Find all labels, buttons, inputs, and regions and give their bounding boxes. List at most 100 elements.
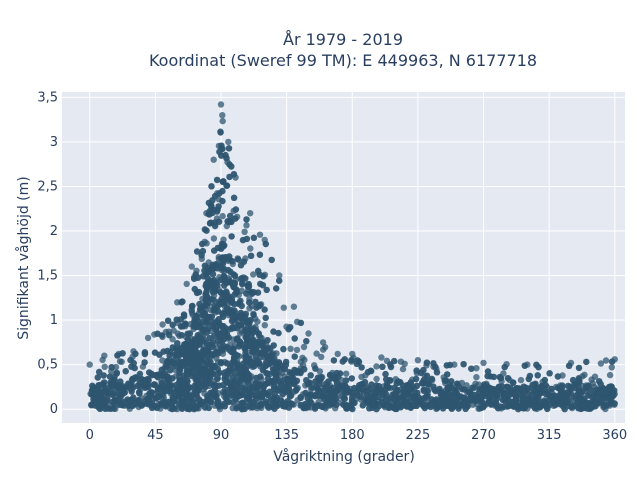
data-point	[286, 381, 293, 388]
data-point	[286, 369, 293, 376]
data-point	[202, 282, 209, 290]
data-point	[473, 397, 480, 404]
data-point	[280, 345, 287, 353]
data-point	[325, 378, 332, 385]
data-point	[521, 395, 528, 402]
data-point	[184, 384, 191, 391]
data-point	[235, 343, 243, 350]
data-point-max	[86, 361, 93, 368]
data-point	[373, 363, 380, 370]
data-point	[513, 386, 520, 394]
data-point	[306, 398, 314, 405]
data-point	[225, 398, 232, 406]
data-point	[203, 292, 210, 299]
data-point	[273, 372, 280, 379]
data-point	[227, 212, 234, 220]
data-point	[237, 330, 244, 337]
data-point	[468, 365, 475, 372]
data-point	[211, 388, 218, 395]
data-point	[460, 361, 467, 368]
data-point	[424, 388, 431, 395]
data-point	[582, 385, 590, 392]
data-point	[203, 329, 210, 336]
data-point	[135, 397, 142, 405]
data-point	[215, 397, 222, 405]
data-point	[250, 271, 257, 278]
data-point	[213, 324, 220, 331]
data-point	[119, 390, 127, 397]
data-point	[247, 245, 254, 252]
data-point	[148, 399, 155, 406]
data-point	[291, 335, 298, 342]
y-tick-label: 2	[50, 224, 58, 239]
data-point	[341, 395, 348, 402]
data-point	[169, 321, 176, 328]
data-point	[280, 400, 287, 408]
data-point	[391, 357, 398, 365]
data-point	[266, 388, 273, 395]
data-point	[158, 372, 165, 379]
data-point	[423, 359, 431, 366]
data-point	[560, 403, 567, 410]
data-point	[216, 148, 223, 156]
data-point	[392, 390, 399, 397]
data-point	[517, 376, 525, 384]
data-point	[434, 404, 441, 412]
data-point	[382, 370, 389, 378]
data-point-max	[217, 101, 225, 108]
data-point	[134, 382, 141, 389]
data-point	[159, 357, 166, 364]
data-point	[272, 360, 279, 367]
data-point	[321, 344, 329, 351]
data-point	[307, 372, 314, 379]
data-point	[175, 400, 182, 407]
data-point	[242, 347, 249, 354]
data-point	[209, 197, 216, 204]
data-point	[427, 403, 434, 411]
data-point	[486, 395, 493, 402]
data-point	[151, 381, 158, 388]
data-point	[253, 402, 261, 410]
data-point	[184, 330, 191, 337]
chart-title-line1: År 1979 - 2019	[283, 30, 403, 49]
data-point	[193, 248, 201, 255]
data-point	[583, 358, 590, 366]
data-point-max	[261, 236, 268, 244]
data-point	[238, 399, 246, 407]
data-point	[544, 403, 551, 410]
data-point	[169, 395, 177, 403]
data-point	[230, 355, 238, 362]
data-point	[373, 405, 380, 413]
data-point	[267, 345, 274, 352]
data-point	[554, 373, 562, 380]
data-point	[212, 287, 219, 294]
data-point	[281, 365, 289, 373]
data-point	[398, 403, 405, 410]
data-point	[606, 400, 614, 407]
data-point	[164, 317, 172, 324]
data-point	[556, 392, 564, 399]
data-point	[122, 368, 129, 375]
data-point	[282, 386, 289, 393]
data-point	[233, 388, 240, 395]
data-point	[414, 389, 421, 397]
data-point	[348, 357, 355, 364]
data-point	[247, 390, 254, 397]
data-point-max	[414, 357, 422, 364]
data-point	[233, 382, 240, 389]
data-point	[237, 262, 245, 269]
data-point	[191, 318, 198, 325]
data-point	[239, 236, 247, 244]
data-point	[532, 380, 539, 387]
data-point	[214, 375, 221, 382]
data-point	[364, 384, 371, 391]
data-point	[263, 286, 270, 294]
data-point	[263, 358, 270, 366]
data-point	[241, 313, 249, 320]
data-point	[428, 375, 436, 383]
data-point	[452, 397, 460, 404]
data-point-max	[290, 303, 298, 310]
data-point	[141, 359, 148, 366]
data-point	[229, 374, 236, 381]
data-point	[222, 372, 229, 379]
